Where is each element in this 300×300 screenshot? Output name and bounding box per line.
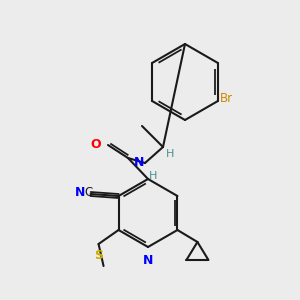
Text: O: O [90,137,101,151]
Text: Br: Br [220,92,233,104]
Text: C: C [84,187,93,200]
Text: N: N [134,157,144,169]
Text: H: H [149,171,158,181]
Text: N: N [143,254,153,267]
Text: S: S [94,249,103,262]
Text: H: H [166,149,174,159]
Text: N: N [75,187,86,200]
